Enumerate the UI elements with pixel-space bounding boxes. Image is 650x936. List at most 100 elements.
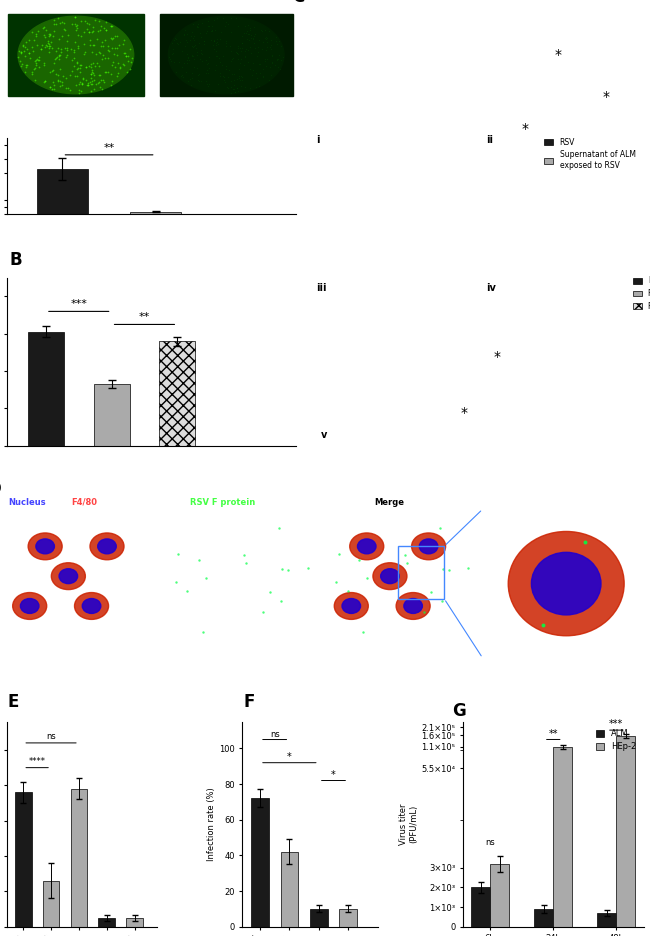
Point bbox=[17, 56, 27, 71]
Point bbox=[90, 12, 100, 27]
Point bbox=[16, 59, 26, 74]
Ellipse shape bbox=[75, 592, 109, 620]
Point bbox=[70, 68, 80, 83]
Point bbox=[96, 18, 106, 33]
Point bbox=[51, 51, 61, 66]
Point bbox=[188, 17, 198, 32]
Point bbox=[60, 23, 70, 38]
Ellipse shape bbox=[419, 539, 438, 554]
Point bbox=[233, 40, 243, 55]
Point bbox=[90, 76, 101, 91]
Point bbox=[102, 64, 112, 79]
Point bbox=[36, 42, 46, 57]
Point bbox=[46, 34, 57, 49]
Point bbox=[204, 50, 214, 65]
Point bbox=[234, 62, 244, 77]
Point bbox=[81, 59, 92, 74]
Ellipse shape bbox=[532, 552, 601, 615]
Point bbox=[276, 52, 286, 67]
Point bbox=[16, 45, 27, 60]
Point bbox=[182, 46, 192, 61]
Point bbox=[218, 11, 228, 26]
Point bbox=[463, 561, 474, 576]
Point bbox=[99, 65, 110, 80]
Point bbox=[207, 23, 217, 38]
Point bbox=[237, 69, 248, 84]
Point bbox=[192, 60, 202, 75]
Point bbox=[218, 70, 229, 85]
Bar bbox=[471, 887, 490, 927]
Point bbox=[209, 34, 220, 49]
Point bbox=[164, 51, 175, 66]
Point bbox=[111, 59, 121, 74]
Ellipse shape bbox=[51, 563, 85, 590]
Point bbox=[260, 51, 270, 66]
Point bbox=[57, 75, 67, 90]
Point bbox=[257, 42, 268, 57]
Point bbox=[267, 49, 278, 64]
Point bbox=[331, 575, 341, 590]
Point bbox=[89, 72, 99, 87]
Point bbox=[62, 27, 73, 42]
Point bbox=[203, 19, 214, 34]
Point bbox=[233, 38, 243, 53]
Point bbox=[239, 25, 249, 40]
Point bbox=[87, 63, 98, 78]
Point bbox=[426, 585, 436, 600]
Text: ***: *** bbox=[70, 299, 87, 309]
Point bbox=[185, 28, 196, 43]
Point bbox=[94, 58, 104, 73]
Point bbox=[125, 54, 136, 69]
Point bbox=[254, 66, 265, 80]
Point bbox=[245, 62, 255, 77]
Point bbox=[199, 34, 209, 49]
Point bbox=[229, 81, 239, 96]
Point bbox=[263, 23, 274, 38]
Point bbox=[538, 618, 548, 633]
Point bbox=[51, 43, 61, 58]
Point bbox=[80, 45, 90, 60]
Point bbox=[181, 65, 191, 80]
Point bbox=[73, 77, 84, 92]
Point bbox=[237, 29, 248, 44]
Point bbox=[261, 35, 272, 50]
Point bbox=[201, 74, 211, 89]
Point bbox=[196, 47, 207, 62]
Point bbox=[187, 70, 198, 85]
Bar bbox=[71, 789, 87, 927]
Point bbox=[257, 68, 268, 83]
Point bbox=[195, 25, 205, 40]
Bar bbox=[130, 212, 181, 214]
Point bbox=[115, 60, 125, 75]
Point bbox=[86, 56, 97, 71]
Point bbox=[192, 44, 202, 59]
Point bbox=[72, 54, 82, 69]
Legend: RSV, RSV + ALM at 37°C, RSV + ALM at 4°C: RSV, RSV + ALM at 37°C, RSV + ALM at 4°C bbox=[630, 273, 650, 314]
Point bbox=[248, 31, 258, 46]
Point bbox=[201, 570, 211, 585]
Point bbox=[236, 51, 246, 66]
Point bbox=[226, 53, 236, 68]
Point bbox=[254, 33, 264, 48]
Point bbox=[233, 70, 244, 85]
Point bbox=[111, 68, 122, 83]
Point bbox=[170, 31, 181, 46]
Point bbox=[76, 83, 86, 98]
Point bbox=[118, 37, 128, 51]
Point bbox=[54, 49, 64, 64]
Point bbox=[69, 59, 79, 74]
Point bbox=[107, 32, 118, 47]
Point bbox=[244, 32, 254, 47]
Point bbox=[59, 41, 70, 56]
Point bbox=[14, 53, 25, 68]
Point bbox=[33, 60, 44, 75]
Point bbox=[187, 48, 198, 63]
Point bbox=[185, 33, 196, 48]
Point bbox=[76, 13, 86, 28]
Text: i: i bbox=[316, 135, 319, 145]
Point bbox=[109, 47, 119, 62]
Bar bbox=[37, 168, 88, 214]
Point bbox=[224, 63, 235, 78]
Point bbox=[246, 27, 257, 42]
Ellipse shape bbox=[36, 539, 55, 554]
